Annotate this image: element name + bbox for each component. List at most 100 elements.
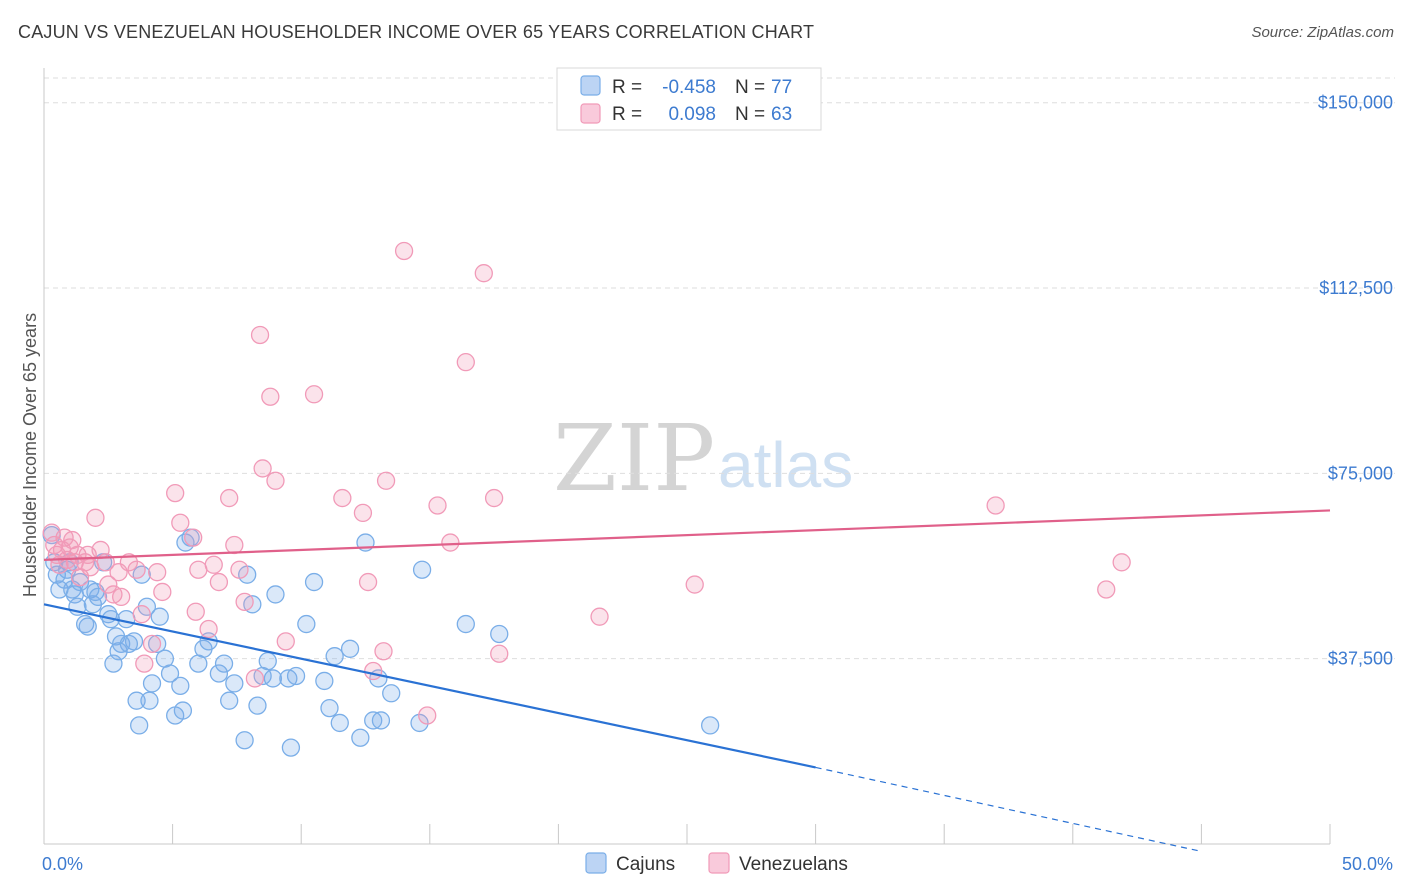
venezuelan-point [119,553,139,572]
cajun-point [263,669,283,688]
venezuelan-point [199,619,218,639]
cajun-point [140,691,159,710]
cajun-point [330,713,349,733]
venezuelan-point [986,496,1005,515]
venezuelan-point [148,563,167,582]
venezuelan-point [1112,553,1131,572]
venezuelan-point [132,605,151,624]
x-tick-label-max: 50.0% [1342,854,1393,874]
y-tick-label: $37,500 [1328,649,1393,669]
venezuelan-point [86,508,105,527]
venezuelan-point [153,582,172,602]
cajun-point [109,642,128,661]
venezuelan-point [685,575,704,594]
venezuelan-point [353,503,373,523]
cajun-point [220,691,239,710]
venezuelan-point [135,654,154,673]
legend-r-label-1: R = [612,77,642,98]
cajun-point [700,716,720,735]
cajun-point [304,572,324,592]
venezuelan-point [484,488,504,508]
venezuelan-point [112,587,131,607]
legend-r-label-2: R = [612,104,642,125]
venezuelan-trend-line [43,509,1331,561]
legend-r-value-1: -0.458 [662,77,716,98]
venezuelan-point [235,592,254,611]
cajun-point [351,728,370,747]
cajun-point [171,676,190,696]
cajun-point [150,607,169,626]
cajun-point [266,585,285,604]
cajun-point [382,684,401,703]
venezuelan-point [142,634,162,654]
chart-source: Source: ZipAtlas.com [1251,24,1394,41]
venezuelan-point [184,528,203,547]
cajun-point [371,711,391,730]
watermark-zip: ZIP [553,405,715,512]
cajun-point [490,624,509,644]
cajun-point [132,565,151,584]
chart-title: CAJUN VS VENEZUELAN HOUSEHOLDER INCOME O… [18,22,815,42]
venezuelan-point [99,575,118,594]
venezuelan-point [230,560,249,579]
venezuelan-point [358,572,378,592]
cajun-point [297,614,316,634]
venezuelan-point [186,602,205,621]
cajun-point [320,698,339,718]
venezuelan-point [220,488,239,508]
venezuelan-point [474,264,493,283]
bottom-legend-venezuelans: Venezuelans [739,854,848,875]
venezuelan-point [253,459,272,478]
venezuelan-point [209,572,229,592]
venezuelan-point [394,241,414,261]
cajun-trend-line [43,603,816,769]
venezuelan-point [245,669,265,688]
venezuelan-point [166,483,185,503]
y-tick-label: $112,500 [1319,278,1393,298]
venezuelan-point [374,642,393,661]
cajun-point [225,674,244,693]
venezuelan-point [225,535,244,555]
cajun-trend-extension [815,766,1202,852]
y-tick-label: $150,000 [1318,93,1393,113]
cajun-point [258,651,277,671]
venezuelan-point [490,644,509,663]
correlation-legend: R = -0.458 N = 77 R = 0.098 N = 63 [556,67,822,131]
cajun-point [70,572,90,592]
cajun-point [142,674,162,693]
watermark-atlas: atlas [718,429,853,501]
cajun-point [148,634,167,654]
venezuelan-point [189,560,208,579]
trend-lines [43,509,1331,852]
cajun-point [315,671,334,691]
legend-n-value-1: 77 [771,77,792,98]
venezuelan-point [428,496,447,515]
venezuelan-point [81,558,100,577]
cajun-point [130,716,149,735]
bottom-legend-swatch-cajuns [585,852,607,874]
venezuelan-point [250,325,270,345]
legend-r-value-2: 0.098 [668,104,716,125]
venezuelan-point [171,513,190,532]
venezuelan-point [456,353,475,372]
venezuelan-point [333,488,352,508]
cajun-point [214,654,234,673]
cajun-point [173,701,193,720]
venezuelan-point [304,385,324,404]
legend-swatch-venezuelans [580,103,601,124]
cajun-point [235,731,254,750]
y-tick-label: $75,000 [1328,463,1393,483]
cajun-point [76,614,95,634]
venezuelan-point [127,560,146,579]
venezuelan-point [266,471,285,490]
cajun-point [124,632,144,651]
cajun-point [117,609,136,629]
cajun-point [160,664,180,683]
bottom-legend-cajuns: Cajuns [616,854,675,875]
series-legend: Cajuns Venezuelans [585,852,848,875]
y-axis-label: Householder Income Over 65 years [20,313,40,597]
legend-n-value-2: 63 [771,104,792,125]
cajun-point [209,664,229,683]
venezuelan-point [204,555,223,574]
venezuelan-point [261,387,280,406]
